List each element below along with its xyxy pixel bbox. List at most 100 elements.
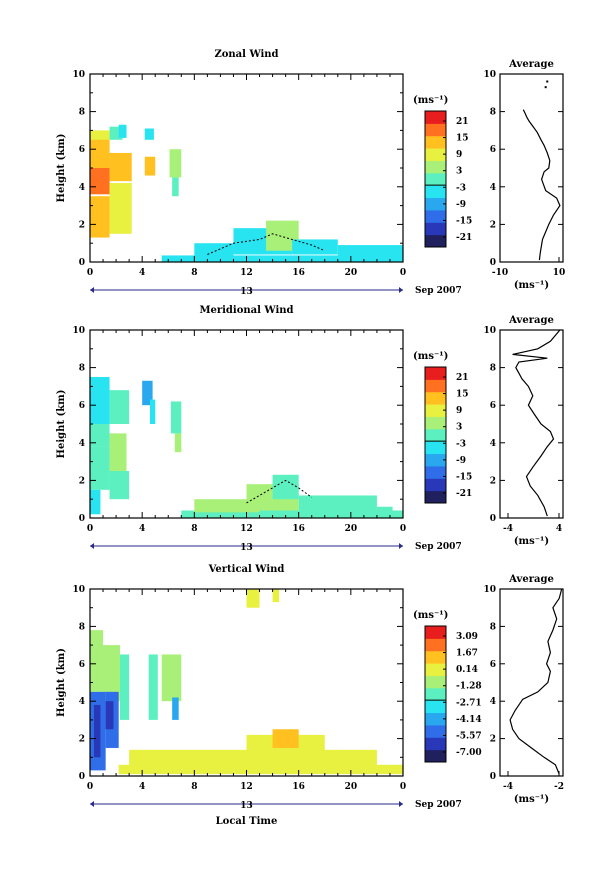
average-x-tick-label: 4 [556,524,562,534]
heatmap-cell [169,149,182,178]
colorbar-segment [425,160,446,174]
colorbar-segment [425,478,446,492]
average-frame [499,329,564,519]
x-tick-label: 8 [191,782,197,792]
colorbar-segment [425,404,446,417]
heatmap-cell [109,471,130,500]
colorbar-frame [424,625,447,763]
average-title: Average [508,315,554,326]
heatmap-cell [144,128,154,140]
x-tick-label: 0 [87,268,93,278]
colorbar-segment [425,453,446,467]
panel-title: Zonal Wind [214,49,278,60]
average-unit: (ms⁻¹) [514,280,549,291]
average-y-tick-label: 8 [490,364,496,374]
colorbar-label: (ms⁻¹) [413,610,448,621]
y-tick-label: 0 [79,514,85,524]
heatmap-cell [298,495,377,515]
heatmap-cell [93,704,101,758]
date-bar-arrow [399,543,403,549]
colorbar-label: (ms⁻¹) [413,351,448,362]
colorbar-tick-label: 0.14 [456,665,478,675]
colorbar-segment [425,135,446,149]
heatmap-cell [181,510,403,518]
colorbar-segment [425,379,446,393]
x-tick-label: 12 [240,782,253,792]
heatmap-cell [118,764,404,775]
heatmap-cell [376,506,393,517]
x-tick-label: 0 [400,268,406,278]
date-label: 13 [240,801,253,811]
colorbar-segment [425,712,446,726]
heatmap-cell [118,124,127,138]
average-y-tick-label: 8 [490,622,496,632]
heatmap-cell [109,433,127,471]
y-tick-label: 6 [79,145,85,155]
x-tick-label: 0 [400,782,406,792]
heatmap-cell [149,399,156,424]
colorbar-segment [425,650,446,664]
colorbar-frame [424,110,447,248]
heatmap-cell [161,255,403,262]
colorbar-tick-label: -7.00 [456,748,482,758]
colorbar-segment [425,441,446,455]
date-suffix: Sep 2007 [415,542,462,552]
average-y-tick-label: 10 [483,70,496,80]
heatmap-cell [90,424,110,447]
date-label: 13 [240,287,253,297]
y-tick-label: 6 [79,401,85,411]
average-y-tick-label: 6 [490,145,496,155]
y-axis-label: Height (km) [56,390,67,459]
colorbar-segment [425,185,446,199]
colorbar-tick-label: 3 [456,423,462,433]
x-tick-label: 8 [191,524,197,534]
x-tick-label: 4 [139,268,145,278]
y-tick-label: 0 [79,258,85,268]
colorbar-tick-label: 1.67 [456,649,478,659]
average-profile [512,329,561,517]
y-tick-label: 8 [79,364,85,374]
x-tick-label: 0 [400,524,406,534]
colorbar-tick-label: -9 [456,200,466,210]
heatmap-cell [109,152,132,182]
x-tick-label: 4 [139,782,145,792]
heatmap-cell [109,390,130,424]
x-tick-label: 0 [87,782,93,792]
colorbar-tick-label: 9 [456,406,462,416]
average-unit: (ms⁻¹) [514,536,549,547]
date-bar-arrow [90,543,94,549]
average-y-tick-label: 10 [483,326,496,336]
heatmap-cell [174,433,182,453]
x-tick-label: 16 [292,782,305,792]
heatmap-cell [103,645,120,702]
x-tick-label: 8 [191,268,197,278]
colorbar-tick-label: -9 [456,456,466,466]
heatmap-cell [142,380,153,406]
colorbar-tick-label: -3 [456,183,466,193]
x-axis-label: Local Time [216,816,278,827]
average-point [544,86,547,89]
colorbar-segment [425,148,446,161]
colorbar-frame [424,366,447,504]
heatmap-cell [194,243,234,257]
y-tick-label: 8 [79,622,85,632]
heatmap-cell [119,654,130,720]
colorbar-tick-label: -15 [456,472,472,482]
average-y-tick-label: 6 [490,401,496,411]
average-title: Average [508,574,554,585]
average-x-tick-label: 10 [553,268,566,278]
colorbar-tick-label: 3.09 [456,632,478,642]
average-y-tick-label: 4 [490,439,496,449]
heatmap-cell [337,245,403,261]
y-tick-label: 4 [79,439,85,449]
colorbar-segment [425,737,446,751]
heatmap-cell [144,156,156,176]
heatmap-cell [161,654,182,702]
colorbar-tick-label: 15 [456,390,469,400]
date-bar-arrow [90,801,94,807]
y-axis-label: Height (km) [56,648,67,717]
colorbar-tick-label: -15 [456,216,472,226]
date-bar-arrow [90,287,94,293]
heatmap-cell [90,196,110,238]
date-bar-arrow [399,801,403,807]
